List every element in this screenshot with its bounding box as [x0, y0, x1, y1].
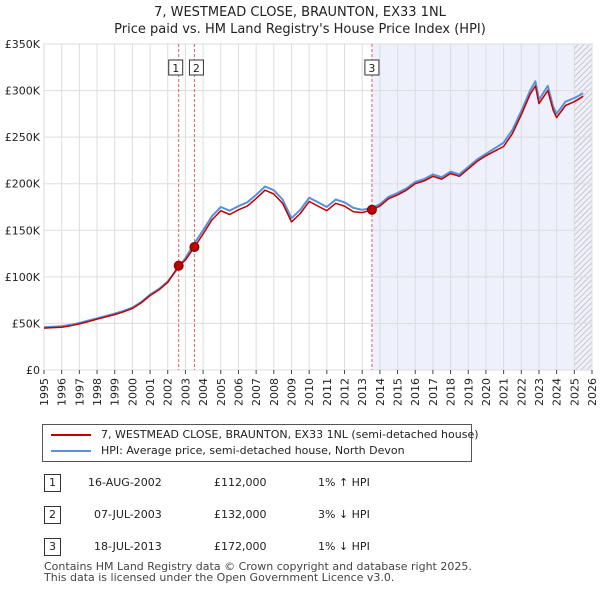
transaction-date: 16-AUG-2002: [88, 476, 162, 489]
x-tick-label: 2018: [445, 378, 458, 406]
sale-marker-label: 2: [193, 62, 200, 75]
x-tick-label: 1999: [109, 378, 122, 406]
y-tick-label: £350K: [5, 38, 41, 51]
forecast-hatch: [574, 44, 592, 370]
x-tick-label: 2019: [462, 378, 475, 406]
x-tick-label: 2000: [126, 378, 139, 406]
y-tick-label: £250K: [5, 131, 41, 144]
x-tick-label: 2001: [144, 378, 157, 406]
x-tick-label: 2011: [321, 378, 334, 406]
chart-subtitle: Price paid vs. HM Land Registry's House …: [114, 22, 486, 37]
legend-label-property: 7, WESTMEAD CLOSE, BRAUNTON, EX33 1NL (s…: [101, 428, 479, 441]
x-tick-label: 2021: [498, 378, 511, 406]
transaction-price: £112,000: [214, 476, 267, 489]
transaction-number: 2: [44, 506, 61, 524]
x-tick-label: 2005: [215, 378, 228, 406]
transaction-hpi-delta: 1% ↓ HPI: [318, 540, 370, 553]
x-tick-label: 1997: [73, 378, 86, 406]
x-tick-label: 2009: [285, 378, 298, 406]
footer-licence: This data is licensed under the Open Gov…: [44, 571, 395, 584]
x-tick-label: 2008: [268, 378, 281, 406]
hpi-line: [43, 80, 584, 329]
x-tick-label: 2007: [250, 378, 263, 406]
x-tick-label: 2010: [303, 378, 316, 406]
post-sale-band: [371, 44, 592, 370]
x-tick-label: 1996: [56, 378, 69, 406]
y-tick-label: £100K: [5, 271, 41, 284]
property-price-line: [43, 85, 584, 329]
sale-marker-label: 3: [368, 62, 375, 75]
legend-item-hpi: HPI: Average price, semi-detached house,…: [51, 443, 405, 459]
transaction-price: £172,000: [214, 540, 267, 553]
x-tick-label: 2024: [551, 378, 564, 406]
x-tick-label: 2002: [162, 378, 175, 406]
x-tick-label: 2025: [568, 378, 581, 406]
x-tick-label: 2017: [427, 378, 440, 406]
sale-marker-box: [364, 59, 380, 76]
x-tick-label: 2022: [515, 378, 528, 406]
y-tick-label: £0: [26, 364, 40, 377]
x-tick-label: 1995: [38, 378, 51, 406]
x-tick-label: 2006: [232, 378, 245, 406]
legend-item-property: 7, WESTMEAD CLOSE, BRAUNTON, EX33 1NL (s…: [51, 427, 479, 443]
x-tick-label: 2014: [374, 378, 387, 406]
x-tick-label: 2026: [586, 378, 599, 406]
legend-line-property-icon: [51, 434, 91, 436]
transaction-hpi-delta: 1% ↑ HPI: [318, 476, 370, 489]
x-tick-label: 2016: [409, 378, 422, 406]
y-tick-label: £300K: [5, 85, 41, 98]
transaction-hpi-delta: 3% ↓ HPI: [318, 508, 370, 521]
chart-title: 7, WESTMEAD CLOSE, BRAUNTON, EX33 1NL: [154, 5, 446, 20]
x-tick-label: 2020: [480, 378, 493, 406]
y-tick-label: £150K: [5, 224, 41, 237]
transaction-date: 18-JUL-2013: [94, 540, 162, 553]
price-chart: £0 £50K £100K £150K £200K £250K £300K £350K 199…: [5, 38, 599, 406]
sale-point: [173, 260, 184, 271]
sale-marker-box: [188, 59, 204, 76]
x-tick-label: 2023: [533, 378, 546, 406]
x-tick-label: 2015: [392, 378, 405, 406]
transaction-date: 07-JUL-2003: [94, 508, 162, 521]
x-tick-label: 2012: [339, 378, 352, 406]
x-tick-label: 2004: [197, 378, 210, 406]
y-tick-label: £50K: [12, 317, 41, 330]
transaction-number: 3: [44, 538, 61, 556]
transaction-number: 1: [44, 474, 61, 492]
x-tick-label: 1998: [91, 378, 104, 406]
y-tick-label: £200K: [5, 178, 41, 191]
chart-legend: 7, WESTMEAD CLOSE, BRAUNTON, EX33 1NL (s…: [42, 424, 479, 462]
legend-label-hpi: HPI: Average price, semi-detached house,…: [101, 444, 405, 457]
legend-line-hpi-icon: [51, 450, 91, 452]
x-tick-label: 2003: [179, 378, 192, 406]
transaction-price: £132,000: [214, 508, 267, 521]
x-tick-label: 2013: [356, 378, 369, 406]
sale-point: [189, 242, 200, 253]
sale-marker-label: 1: [172, 62, 179, 75]
sale-point: [366, 204, 377, 215]
sale-marker-box: [168, 59, 184, 76]
footer-copyright: Contains HM Land Registry data © Crown c…: [44, 560, 472, 573]
